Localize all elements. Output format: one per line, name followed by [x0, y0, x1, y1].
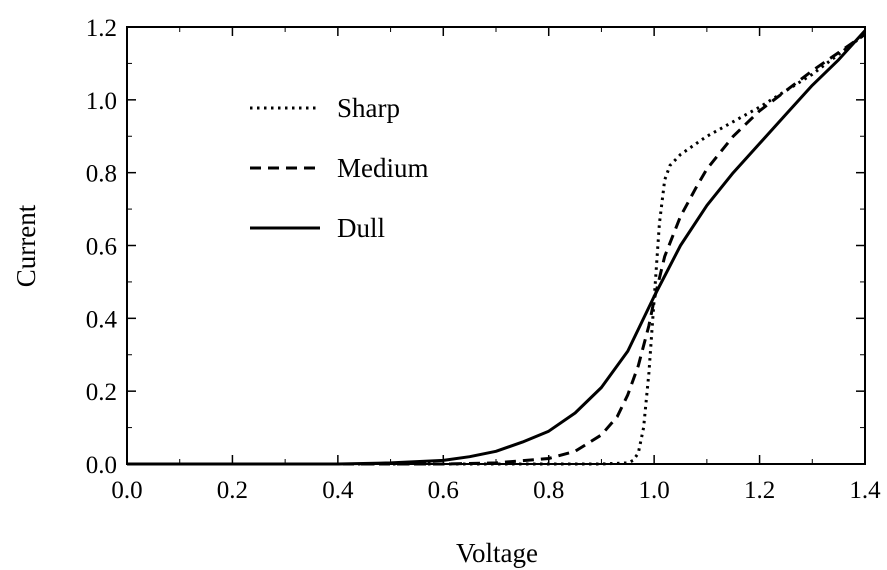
legend: Sharp Medium Dull	[250, 93, 429, 243]
series-line-dull	[127, 29, 867, 466]
y-tick-label: 0.4	[86, 306, 118, 333]
axes: 0.0 0.2 0.4 0.6 0.8 1.0 1.2 1.4 0.0 0.2 0.4 0.6 0.8 1…	[86, 15, 881, 504]
legend-label-medium: Medium	[337, 153, 429, 183]
series-lines	[127, 29, 867, 466]
y-tick-label: 0.0	[86, 452, 117, 479]
y-tick-label: 0.8	[86, 161, 117, 188]
x-tick-label: 1.4	[849, 477, 881, 504]
plot-frame	[126, 26, 866, 465]
series-line-medium	[127, 33, 866, 466]
series-line-sharp	[127, 33, 866, 466]
x-tick-label: 0.6	[428, 477, 459, 504]
y-tick-label: 1.0	[86, 88, 117, 115]
x-axis-title: Voltage	[456, 538, 538, 568]
x-tick-label: 0.2	[217, 477, 248, 504]
x-tick-label: 0.4	[322, 477, 354, 504]
x-tick-label: 1.0	[639, 477, 670, 504]
y-axis-title: Current	[11, 204, 41, 287]
x-tick-label: 0.8	[533, 477, 564, 504]
x-tick-label: 0.0	[111, 477, 142, 504]
legend-label-sharp: Sharp	[337, 93, 400, 123]
x-tick-label: 1.2	[744, 477, 775, 504]
y-tick-label: 1.2	[86, 15, 117, 42]
legend-label-dull: Dull	[337, 213, 385, 243]
y-tick-label: 0.2	[86, 379, 117, 406]
y-tick-label: 0.6	[86, 234, 117, 261]
